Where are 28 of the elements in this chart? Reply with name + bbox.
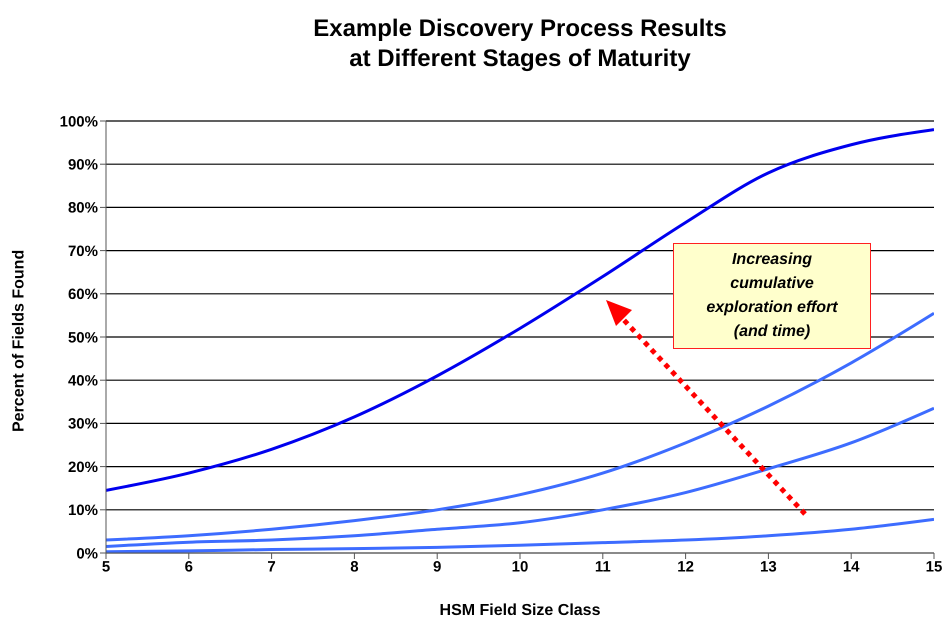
y-axis-title: Percent of Fields Found [10,250,28,432]
x-tick-label: 14 [842,558,860,576]
line-series [106,406,934,548]
x-tick-label: 7 [267,558,276,576]
chart-title: Example Discovery Process Results at Different Stages of Maturity [312,14,728,74]
y-tick-label: 100% [60,113,98,130]
y-tick-label: 90% [68,156,98,174]
x-tick-label: 13 [760,558,777,576]
y-tick-label: 30% [68,416,98,433]
x-tick-label: 11 [594,558,611,576]
x-tick-label: 15 [926,558,942,576]
y-tick-label: 40% [68,372,98,390]
x-axis-title: HSM Field Size Class [440,602,601,619]
x-tick-label: 8 [350,558,359,576]
callout-box: Increasing cumulative exploration effort (and time) [673,243,871,349]
x-tick-label: 10 [512,558,528,576]
x-tick-label: 12 [677,558,694,576]
x-tick-label: 6 [184,558,193,576]
y-tick-label: 50% [68,329,98,346]
y-tick-label: 0% [76,545,98,562]
y-tick-label: 60% [68,286,98,304]
x-tick-label: 9 [433,558,442,576]
x-tick-label: 5 [102,558,110,576]
y-tick-label: 20% [68,458,98,476]
y-tick-label: 80% [68,200,98,217]
line-series [106,128,934,492]
y-tick-label: 70% [68,242,98,260]
y-tick-label: 10% [68,502,98,520]
